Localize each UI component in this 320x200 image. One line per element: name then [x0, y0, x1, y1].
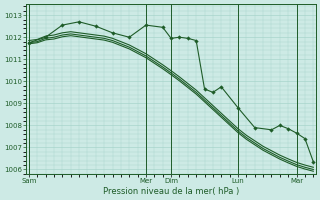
X-axis label: Pression niveau de la mer( hPa ): Pression niveau de la mer( hPa ) — [103, 187, 239, 196]
